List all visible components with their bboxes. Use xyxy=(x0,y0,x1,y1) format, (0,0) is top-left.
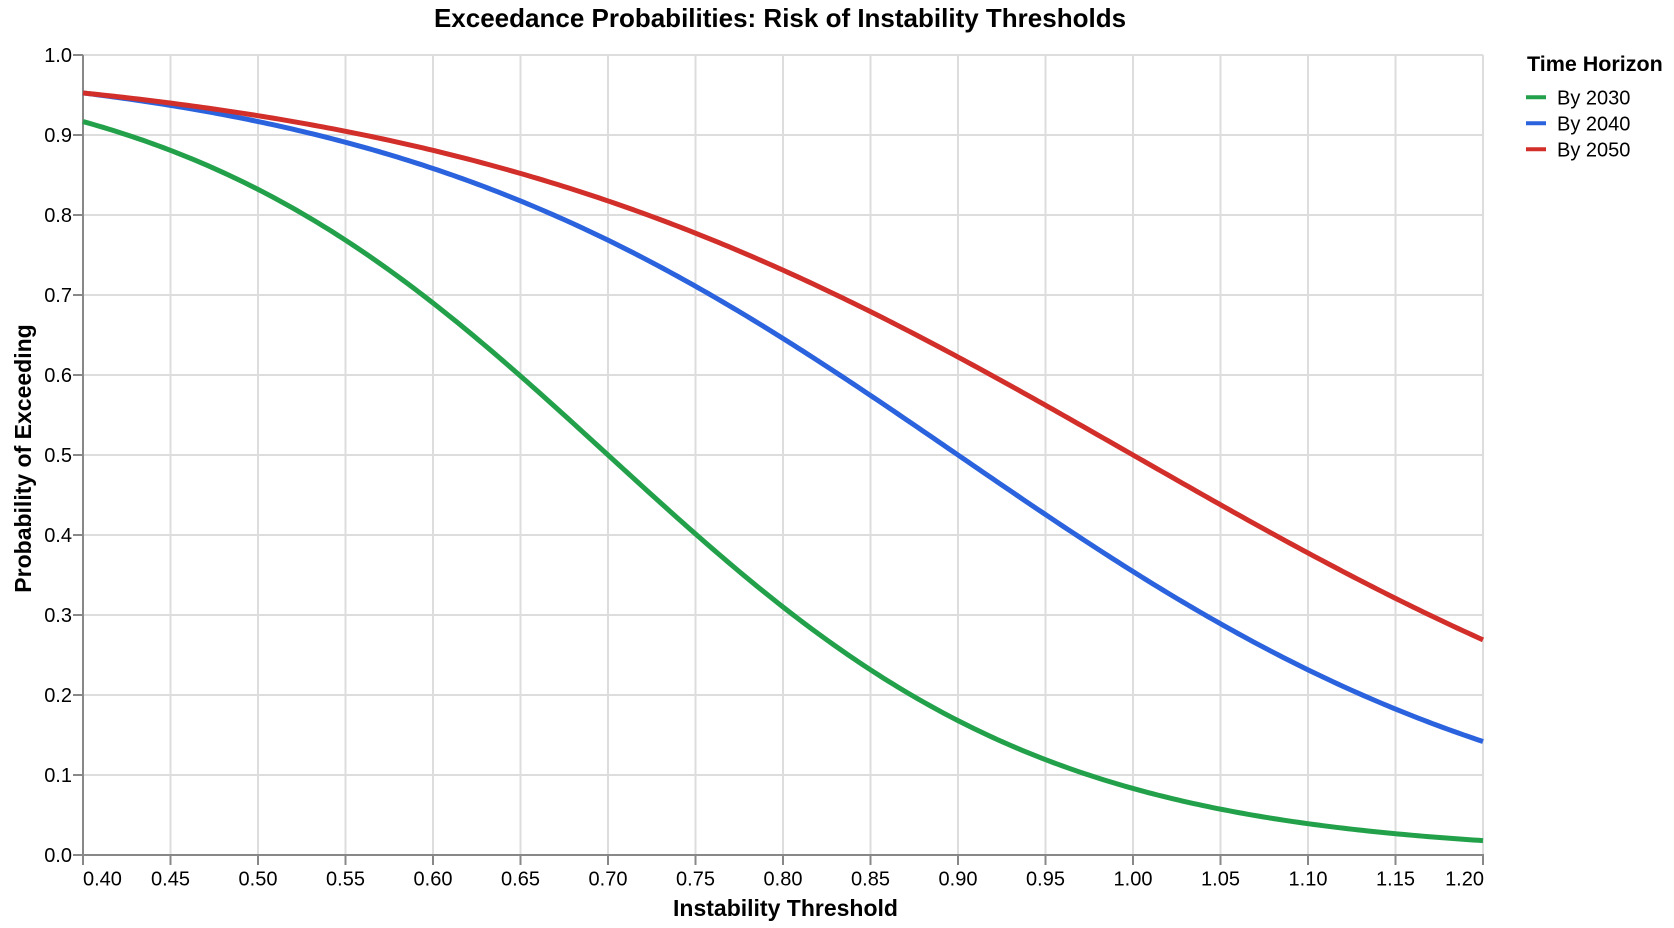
svg-text:0.2: 0.2 xyxy=(44,685,72,707)
svg-text:1.00: 1.00 xyxy=(1114,869,1153,891)
svg-text:0.4: 0.4 xyxy=(44,525,72,547)
svg-text:1.20: 1.20 xyxy=(1445,869,1484,891)
svg-text:Instability Threshold: Instability Threshold xyxy=(673,895,898,921)
svg-text:Probability of Exceeding: Probability of Exceeding xyxy=(10,324,36,592)
svg-text:1.05: 1.05 xyxy=(1201,869,1240,891)
svg-text:1.10: 1.10 xyxy=(1289,869,1328,891)
svg-text:1.0: 1.0 xyxy=(44,45,72,67)
svg-text:0.60: 0.60 xyxy=(414,869,453,891)
svg-text:By 2050: By 2050 xyxy=(1557,139,1630,161)
svg-text:0.90: 0.90 xyxy=(939,869,978,891)
svg-text:1.15: 1.15 xyxy=(1376,869,1415,891)
svg-text:0.85: 0.85 xyxy=(851,869,890,891)
svg-text:0.6: 0.6 xyxy=(44,365,72,387)
svg-text:0.95: 0.95 xyxy=(1026,869,1065,891)
svg-text:By 2030: By 2030 xyxy=(1557,87,1630,109)
svg-text:0.50: 0.50 xyxy=(239,869,278,891)
svg-text:0.55: 0.55 xyxy=(326,869,365,891)
svg-text:0.80: 0.80 xyxy=(764,869,803,891)
svg-text:0.5: 0.5 xyxy=(44,445,72,467)
svg-text:By 2040: By 2040 xyxy=(1557,113,1630,135)
svg-text:0.75: 0.75 xyxy=(676,869,715,891)
svg-text:0.8: 0.8 xyxy=(44,205,72,227)
svg-text:0.0: 0.0 xyxy=(44,845,72,867)
svg-text:0.40: 0.40 xyxy=(83,869,122,891)
svg-text:0.65: 0.65 xyxy=(501,869,540,891)
svg-text:0.1: 0.1 xyxy=(44,765,72,787)
svg-text:0.45: 0.45 xyxy=(151,869,190,891)
svg-text:Time Horizon: Time Horizon xyxy=(1527,52,1663,76)
svg-text:0.7: 0.7 xyxy=(44,285,72,307)
svg-text:0.9: 0.9 xyxy=(44,125,72,147)
svg-text:0.70: 0.70 xyxy=(589,869,628,891)
svg-text:0.3: 0.3 xyxy=(44,605,72,627)
svg-text:Exceedance Probabilities: Risk: Exceedance Probabilities: Risk of Instab… xyxy=(434,3,1126,33)
